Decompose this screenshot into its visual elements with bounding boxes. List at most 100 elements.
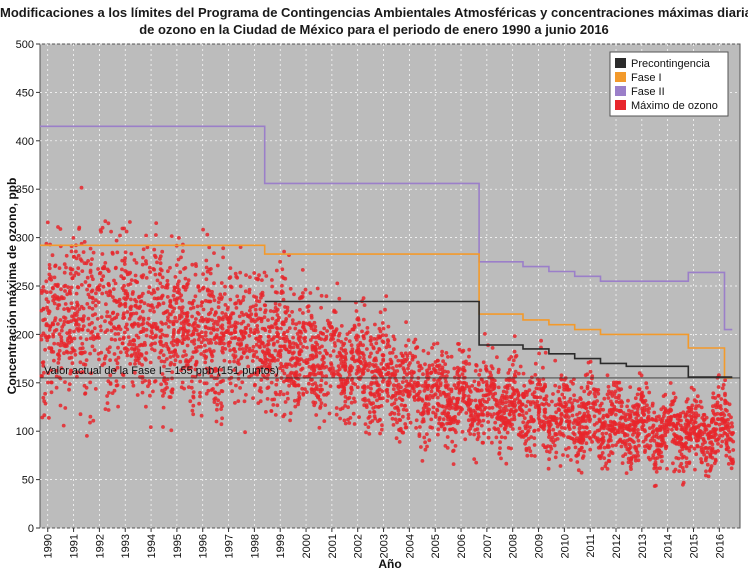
ozone-point: [197, 372, 202, 377]
ozone-point: [161, 425, 165, 429]
ozone-point: [148, 270, 153, 274]
ozone-point: [292, 292, 296, 297]
ozone-point: [404, 320, 408, 324]
ozone-point: [189, 385, 194, 390]
ozone-point: [338, 416, 342, 421]
ozone-point: [89, 262, 93, 267]
ozone-point: [68, 288, 72, 293]
ozone-point: [99, 229, 103, 234]
ozone-point: [291, 335, 295, 340]
ozone-point: [440, 365, 445, 370]
legend-box: [609, 51, 729, 117]
ozone-point: [185, 363, 190, 367]
ozone-point: [695, 443, 700, 448]
ozone-point: [78, 360, 83, 365]
ozone-point: [96, 267, 100, 271]
ozone-point: [53, 263, 58, 268]
ozone-point: [79, 283, 84, 287]
ozone-point: [134, 345, 139, 350]
ozone-point: [283, 310, 288, 314]
ozone-point: [263, 310, 267, 315]
ozone-point: [293, 361, 298, 366]
ozone-point: [191, 390, 196, 394]
ozone-point: [120, 341, 125, 346]
ozone-point: [287, 326, 292, 330]
y-tick-label: 400: [16, 136, 34, 148]
ozone-point: [270, 278, 274, 282]
ozone-point: [256, 401, 261, 405]
ozone-point: [238, 284, 243, 289]
ozone-point: [468, 390, 473, 394]
ozone-point: [252, 271, 257, 275]
ozone-point: [432, 368, 437, 372]
ozone-point: [723, 407, 728, 412]
ozone-point: [446, 370, 450, 374]
ozone-point: [357, 322, 361, 327]
ozone-point: [559, 416, 563, 421]
ozone-point: [56, 361, 61, 365]
ozone-point: [661, 394, 666, 398]
ozone-point: [726, 417, 730, 422]
ozone-point: [146, 316, 151, 321]
ozone-point: [705, 450, 710, 454]
ozone-point: [339, 361, 344, 366]
ozone-point: [62, 307, 66, 311]
ozone-point: [471, 408, 476, 413]
ozone-point: [659, 450, 663, 455]
ozone-point: [156, 296, 161, 301]
ozone-point: [573, 445, 578, 450]
ozone-point: [309, 315, 314, 320]
ozone-point: [349, 391, 353, 396]
ozone-point: [179, 308, 184, 313]
ozone-point: [203, 330, 208, 335]
ozone-point: [606, 439, 611, 444]
ozone-point: [209, 326, 213, 331]
ozone-point: [562, 387, 566, 392]
x-tick-label: 2000: [301, 534, 313, 558]
ozone-point: [133, 304, 138, 308]
ozone-point: [101, 274, 106, 279]
ozone-point: [233, 320, 238, 325]
ozone-point: [191, 323, 195, 328]
ozone-point: [72, 336, 77, 341]
ozone-point: [124, 229, 129, 234]
ozone-point: [612, 431, 617, 435]
ozone-point: [568, 397, 573, 401]
ozone-point: [122, 288, 126, 293]
ozone-point: [259, 365, 264, 369]
ozone-point: [46, 300, 51, 304]
ozone-point: [422, 389, 427, 393]
ozone-point: [310, 382, 315, 387]
ozone-point: [713, 412, 717, 417]
ozone-point: [606, 396, 611, 400]
ozone-point: [533, 405, 538, 409]
ozone-point: [259, 317, 264, 321]
ozone-point: [75, 300, 79, 305]
ozone-point: [78, 257, 83, 262]
ozone-point: [483, 405, 488, 410]
ozone-point: [352, 422, 357, 426]
ozone-point: [688, 410, 693, 414]
ozone-point: [181, 285, 186, 290]
ozone-point: [474, 460, 479, 465]
ozone-point: [394, 364, 399, 368]
ozone-point: [68, 371, 73, 376]
ozone-point: [513, 369, 518, 374]
ozone-point: [671, 391, 676, 396]
ozone-point: [561, 453, 565, 457]
ozone-point: [534, 386, 539, 391]
ozone-point: [476, 380, 481, 385]
ozone-point: [299, 341, 303, 346]
ozone-point: [239, 321, 244, 326]
ozone-point: [727, 449, 732, 454]
ozone-point: [434, 383, 439, 388]
ozone-point: [312, 368, 317, 373]
ozone-point: [146, 290, 151, 294]
ozone-point: [233, 271, 238, 276]
ozone-point: [469, 411, 473, 415]
ozone-point: [158, 281, 163, 286]
ozone-point: [41, 318, 45, 323]
ozone-point: [137, 361, 142, 365]
ozone-point: [179, 255, 183, 260]
ozone-point: [339, 382, 344, 386]
